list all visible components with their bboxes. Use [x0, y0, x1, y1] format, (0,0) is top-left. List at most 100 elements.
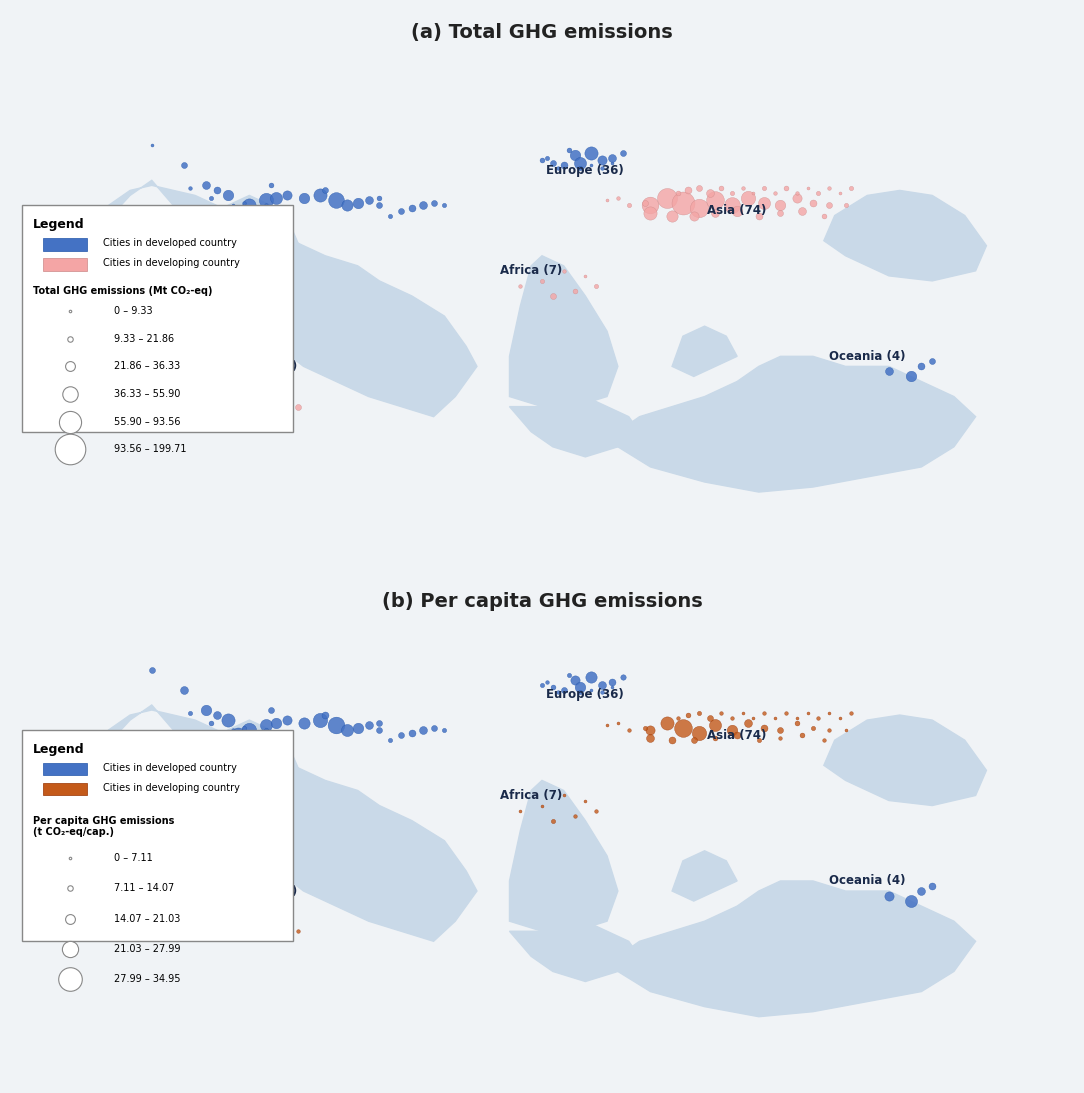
Point	[799, 179, 816, 197]
Point	[268, 348, 285, 365]
Point	[880, 363, 898, 380]
Point	[793, 727, 811, 744]
Point	[349, 719, 366, 737]
Point	[176, 156, 193, 174]
Point	[604, 149, 621, 166]
Point	[279, 897, 296, 915]
Point	[544, 287, 562, 305]
Point	[371, 721, 388, 739]
Point	[810, 708, 827, 726]
Point	[246, 822, 263, 839]
Point	[669, 184, 686, 201]
Point	[642, 197, 659, 214]
Point	[588, 802, 605, 820]
Point	[723, 184, 740, 201]
Point	[311, 712, 328, 729]
Point	[566, 282, 583, 299]
Point	[544, 154, 562, 172]
Point	[723, 721, 740, 739]
Point	[257, 847, 274, 865]
Point	[924, 353, 941, 371]
Point	[62, 330, 79, 348]
Point	[691, 199, 708, 216]
Point	[382, 207, 399, 224]
Point	[143, 137, 160, 154]
Point	[712, 704, 730, 721]
Point	[262, 177, 280, 195]
Point	[208, 181, 225, 199]
Text: (b) Per capita GHG emissions: (b) Per capita GHG emissions	[382, 591, 702, 611]
Point	[701, 184, 719, 201]
Point	[241, 721, 258, 739]
Point	[268, 872, 285, 890]
Point	[555, 787, 572, 804]
Point	[707, 191, 724, 209]
Point	[831, 184, 849, 201]
Point	[62, 940, 79, 957]
Point	[804, 719, 822, 737]
Point	[707, 716, 724, 733]
Point	[728, 202, 746, 220]
Point	[788, 189, 805, 207]
Point	[593, 684, 610, 702]
Point	[842, 179, 860, 197]
Point	[257, 716, 274, 733]
Text: Asia (74): Asia (74)	[708, 729, 766, 742]
Point	[821, 179, 838, 197]
Point	[604, 673, 621, 691]
Point	[588, 278, 605, 295]
FancyBboxPatch shape	[43, 258, 87, 271]
Text: Cities in developed country: Cities in developed country	[103, 238, 237, 248]
Point	[566, 671, 583, 689]
Point	[62, 357, 79, 375]
Point	[279, 187, 296, 204]
Text: (a) Total GHG emissions: (a) Total GHG emissions	[411, 23, 673, 43]
Point	[880, 888, 898, 905]
Point	[338, 721, 356, 739]
Polygon shape	[824, 715, 986, 806]
Point	[219, 187, 236, 204]
Point	[349, 195, 366, 212]
Point	[642, 721, 659, 739]
Point	[723, 197, 740, 214]
Point	[620, 721, 637, 739]
Point	[414, 197, 431, 214]
Point	[691, 724, 708, 741]
Point	[815, 207, 833, 224]
Point	[750, 207, 767, 224]
FancyBboxPatch shape	[43, 238, 87, 250]
Point	[815, 731, 833, 749]
Point	[257, 322, 274, 340]
Text: 0 – 9.33: 0 – 9.33	[114, 306, 153, 316]
FancyBboxPatch shape	[43, 783, 87, 796]
Point	[555, 156, 572, 174]
Point	[392, 202, 410, 220]
Point	[745, 708, 762, 726]
Point	[609, 714, 627, 731]
Text: 7.11 – 14.07: 7.11 – 14.07	[114, 883, 175, 893]
Point	[707, 729, 724, 747]
Text: Total GHG emissions (Mt CO₂-eq): Total GHG emissions (Mt CO₂-eq)	[33, 286, 212, 296]
Text: Oceania (4): Oceania (4)	[829, 874, 905, 888]
FancyBboxPatch shape	[22, 730, 293, 941]
Point	[539, 673, 556, 691]
Point	[701, 708, 719, 726]
Point	[772, 197, 789, 214]
Point	[560, 666, 578, 683]
Point	[615, 669, 632, 686]
Polygon shape	[672, 326, 737, 376]
Point	[289, 922, 307, 940]
Point	[533, 797, 551, 814]
Point	[577, 267, 594, 284]
Point	[598, 191, 616, 209]
Point	[663, 731, 681, 749]
Point	[685, 731, 702, 749]
Polygon shape	[607, 356, 976, 492]
Point	[577, 791, 594, 809]
Point	[756, 179, 773, 197]
Text: 14.07 – 21.03: 14.07 – 21.03	[114, 914, 180, 924]
Point	[533, 272, 551, 290]
Point	[550, 160, 567, 177]
Point	[674, 719, 692, 737]
Point	[837, 721, 854, 739]
